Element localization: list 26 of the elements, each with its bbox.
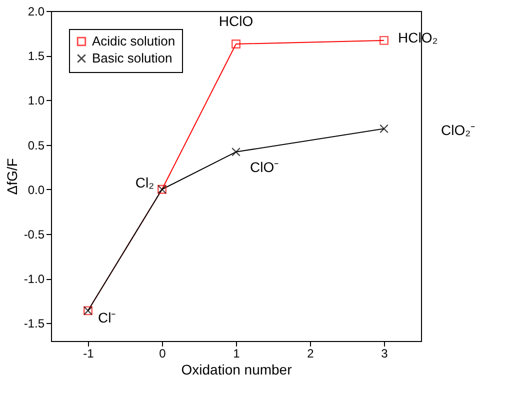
annotation: Cl⁻ <box>98 310 116 326</box>
annotation: HClO <box>218 13 254 29</box>
y-tick-label: -1.0 <box>24 272 45 286</box>
y-tick-label: -0.5 <box>24 227 45 242</box>
point <box>232 147 240 156</box>
x-tick-label: 2 <box>307 346 314 360</box>
annotation: ClO⁻ <box>250 158 280 175</box>
point <box>232 40 240 48</box>
x-tick-label: 3 <box>381 346 388 360</box>
y-tick-label: 2.0 <box>28 4 45 18</box>
y-tick-label: 0.0 <box>28 182 45 197</box>
point <box>380 124 388 134</box>
x-axis-title: Oxidation number <box>181 362 292 378</box>
y-axis-title: ΔfG/F <box>4 158 20 195</box>
y-tick-label: 1.5 <box>28 49 45 64</box>
y-tick-label: -1.5 <box>24 316 45 331</box>
point <box>380 36 388 45</box>
x-tick-label: 1 <box>233 346 240 360</box>
y-tick-label: 0.5 <box>28 138 45 152</box>
legend-label: Basic solution <box>92 50 172 66</box>
y-tick-label: 1.0 <box>28 94 45 108</box>
annotation: Cl₂ <box>135 174 154 190</box>
x-tick-label: -1 <box>83 346 94 360</box>
x-tick-label: 0 <box>159 346 166 360</box>
legend-label: Acidic solution <box>92 34 176 48</box>
text: ClO₂⁻ <box>441 122 476 138</box>
